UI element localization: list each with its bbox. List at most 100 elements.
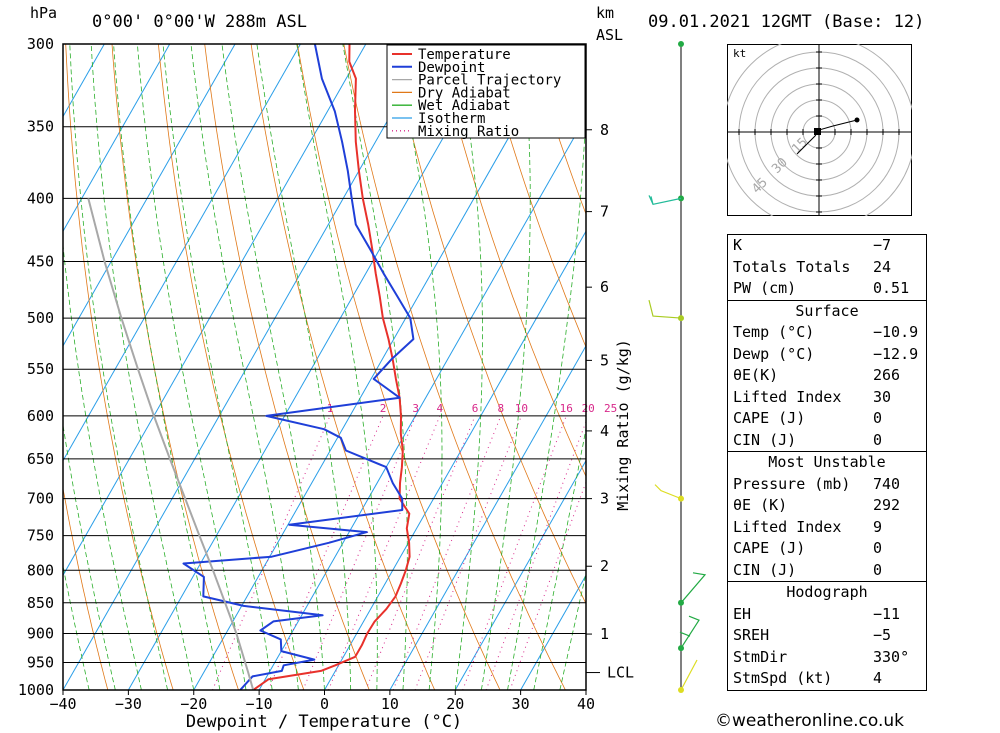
wind-barb	[654, 484, 682, 500]
temperature-series	[252, 44, 411, 690]
isotherm-line	[63, 44, 301, 462]
wet-adiabat-line	[454, 44, 483, 690]
km-tick-label: 1	[600, 625, 609, 643]
legend-entry: Mixing Ratio	[418, 124, 519, 140]
index-table: K −7 Totals Totals 24 PW (cm) 0.51 Surface …	[727, 234, 927, 691]
dry-adiabat-line	[436, 44, 586, 478]
surface-thetae-label: θE(K)	[733, 366, 779, 384]
pressure-tick-label: 600	[27, 407, 54, 425]
isotherm-line	[63, 44, 171, 233]
pressure-tick-label: 400	[27, 189, 54, 207]
legend-entry: Isotherm	[418, 111, 485, 127]
x-axis-label: Dewpoint / Temperature (°C)	[186, 712, 462, 732]
lcl-label: LCL	[607, 664, 634, 682]
dewpoint-series	[182, 44, 415, 690]
sreh-value: −5	[873, 626, 892, 644]
table-row: StmDir 330°	[728, 647, 926, 669]
pw-label: PW (cm)	[733, 279, 797, 297]
wet-adiabat-line	[559, 571, 586, 690]
wind-level-marker	[678, 41, 684, 47]
wind-barb	[680, 572, 707, 604]
mixing-ratio-label: 20	[582, 402, 595, 415]
wet-adiabat-line	[63, 563, 90, 690]
mu-li-value: 9	[873, 517, 883, 536]
dry-adiabat-line	[343, 44, 566, 690]
pw-value: 0.51	[873, 279, 910, 297]
dry-adiabat-line	[111, 44, 239, 690]
isotherm-line	[127, 44, 498, 690]
pressure-tick-label: 950	[27, 654, 54, 672]
dry-adiabat-line	[63, 486, 109, 690]
surface-dewp-value: −12.9	[873, 344, 919, 363]
stmspd-label: StmSpd (kt)	[733, 669, 833, 687]
mixing-ratio-line	[302, 415, 417, 690]
k-index-label: K	[733, 236, 743, 254]
dry-adiabat-line	[993, 44, 1000, 690]
km-tick-label: 2	[600, 557, 609, 575]
wet-adiabat-line	[342, 44, 408, 690]
x-tick-label: −20	[180, 695, 207, 713]
surface-dewp-label: Dewp (°C)	[733, 344, 815, 363]
isotherm-line	[63, 44, 236, 347]
sreh-label: SREH	[733, 626, 770, 644]
wet-adiabat-line	[90, 44, 195, 690]
mu-cape-value: 0	[873, 539, 883, 557]
mixing-ratio-label: 6	[472, 402, 479, 415]
surface-title: Surface	[728, 299, 926, 323]
table-row: Temp (°C) −10.9	[728, 322, 926, 344]
surface-cape-value: 0	[873, 409, 883, 427]
stmdir-label: StmDir	[733, 647, 788, 666]
table-row: StmSpd (kt) 4	[728, 668, 926, 690]
x-tick-label: 0	[320, 695, 329, 713]
mixing-ratio-label: 2	[380, 402, 387, 415]
parcel-trajectory-series	[87, 198, 255, 690]
x-tick-label: −30	[115, 695, 142, 713]
table-row: θE(K) 266	[728, 365, 926, 387]
pressure-tick-label: 700	[27, 490, 54, 508]
mixing-ratio-label: 1	[327, 402, 334, 415]
km-tick-label: 3	[600, 490, 609, 508]
x-tick-label: −10	[246, 695, 273, 713]
table-row: Pressure (mb) 740	[728, 474, 926, 496]
legend-entry: Wet Adiabat	[418, 98, 511, 114]
mixing-ratio-label: 4	[436, 402, 443, 415]
isotherm-line	[454, 459, 586, 690]
wind-barb	[648, 299, 682, 319]
mu-pressure-value: 740	[873, 474, 901, 493]
legend-entry: Temperature	[418, 47, 511, 63]
hodograph-end-point	[854, 117, 860, 123]
isotherm-line	[324, 230, 586, 690]
mixing-ratio-line	[365, 415, 476, 690]
pressure-tick-label: 450	[27, 253, 54, 271]
km-tick-label: 5	[600, 351, 609, 369]
table-row: CAPE (J) 0	[728, 538, 926, 560]
surface-li-label: Lifted Index	[733, 387, 842, 406]
eh-label: EH	[733, 604, 752, 623]
totals-totals-label: Totals Totals	[733, 257, 851, 276]
wet-adiabat-line	[395, 44, 443, 690]
most-unstable-title: Most Unstable	[728, 451, 926, 474]
wet-adiabat-line	[256, 44, 352, 690]
x-tick-label: 30	[512, 695, 530, 713]
mixing-ratio-label: 10	[515, 402, 528, 415]
stmspd-value: 4	[873, 669, 883, 687]
pressure-tick-label: 350	[27, 118, 54, 136]
km-tick-label: 6	[600, 278, 609, 296]
table-row: Dewp (°C) −12.9	[728, 344, 926, 366]
surface-cin-label: CIN (J)	[733, 430, 797, 449]
pressure-tick-label: 550	[27, 360, 54, 378]
km-unit-label: km	[596, 4, 615, 22]
mu-cin-label: CIN (J)	[733, 560, 797, 579]
wet-adiabat-line	[296, 44, 378, 690]
table-row: SREH −5	[728, 625, 926, 647]
wind-barb	[679, 615, 700, 649]
hpa-unit-label: hPa	[30, 4, 58, 22]
storm-motion-marker	[814, 128, 821, 135]
mixing-ratio-label: 8	[497, 402, 504, 415]
legend-entry: Dry Adiabat	[418, 85, 511, 101]
mixing-ratio-line	[267, 415, 384, 690]
surface-cin-value: 0	[873, 430, 883, 449]
